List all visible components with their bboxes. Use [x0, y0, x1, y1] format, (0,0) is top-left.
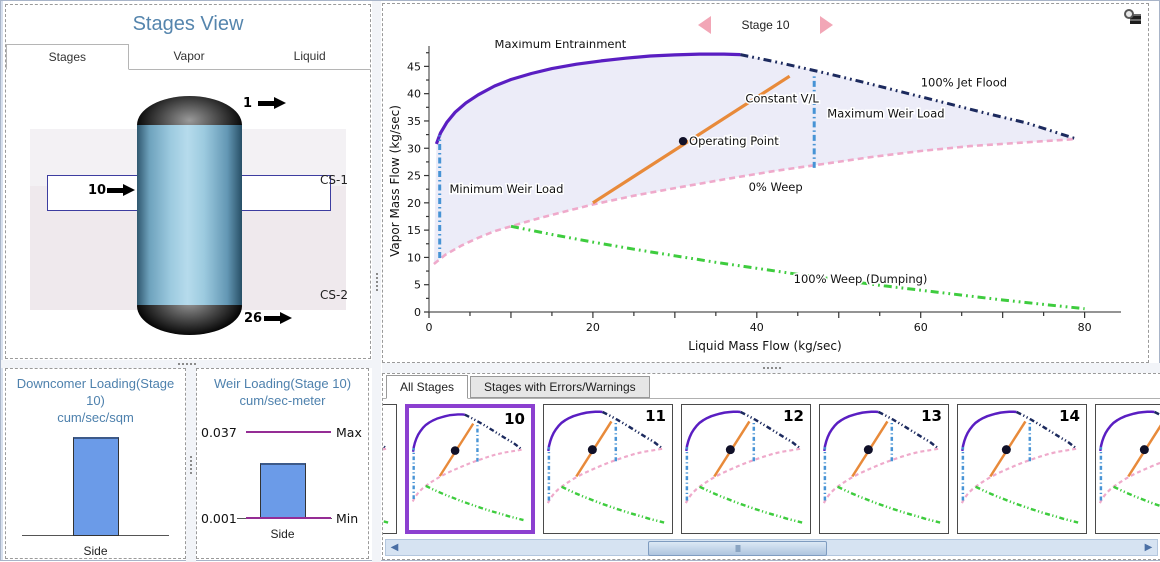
- stage-navigator: Stage 10: [383, 16, 1148, 34]
- section-label-cs2: CS-2: [320, 288, 348, 302]
- svg-text:40: 40: [750, 321, 764, 334]
- downcomer-bar: [72, 437, 119, 536]
- stage-thumbnail-plot: [822, 410, 941, 524]
- svg-text:30: 30: [407, 142, 421, 155]
- horizontal-splitter-left[interactable]: [1, 360, 372, 368]
- max-limit-line: [246, 430, 331, 434]
- stream-arrow-bottom-icon: [264, 312, 294, 325]
- svg-text:Maximum Weir Load: Maximum Weir Load: [827, 107, 944, 121]
- svg-text:40: 40: [407, 88, 421, 101]
- stage-thumbnail-strip: 10 11 12 13 14: [383, 399, 1160, 538]
- stages-view-title: Stages View: [132, 13, 244, 35]
- downcomer-chart: Side: [10, 428, 181, 560]
- stage-thumbnail-plot: [960, 410, 1079, 524]
- stage-thumbnail-partial[interactable]: [1095, 404, 1160, 534]
- stage-thumbnail-partial[interactable]: [383, 404, 397, 534]
- svg-text:0: 0: [426, 321, 433, 334]
- tab-liquid[interactable]: Liquid: [293, 49, 326, 63]
- svg-text:0% Weep: 0% Weep: [749, 180, 803, 194]
- downcomer-chart-title: Downcomer Loading(Stage 10) cum/sec/sqm: [16, 376, 175, 425]
- min-limit-label: Min: [336, 510, 359, 526]
- column-diagram: 1 10 26 CS-1 CS-2: [6, 83, 370, 356]
- stage-thumbnail-10[interactable]: 10: [405, 404, 535, 534]
- svg-text:Liquid Mass Flow (kg/sec): Liquid Mass Flow (kg/sec): [688, 339, 841, 353]
- svg-text:0: 0: [414, 306, 421, 319]
- thumbnail-scrollbar[interactable]: ◀ ▶: [385, 539, 1158, 556]
- stage-thumbnail-plot: [1098, 410, 1160, 508]
- vertical-splitter-main[interactable]: [372, 1, 381, 562]
- svg-text:20: 20: [407, 197, 421, 210]
- scrollbar-thumb[interactable]: [648, 541, 828, 556]
- previous-stage-icon[interactable]: [698, 16, 712, 34]
- stage-thumbnail-plot: [411, 413, 524, 522]
- stream-arrow-feed-icon: [107, 184, 137, 197]
- tab-vapor[interactable]: Vapor: [173, 49, 205, 63]
- weir-category-label: Side: [270, 527, 295, 541]
- tab-stages[interactable]: Stages: [6, 44, 129, 70]
- stage-thumbnail-14[interactable]: 14: [957, 404, 1087, 534]
- stages-view-panel: Stages View Stages Vapor Liquid 1 10 26 …: [5, 4, 371, 359]
- stage-navigator-label: Stage 10: [741, 18, 790, 32]
- svg-text:100% Jet Flood: 100% Jet Flood: [921, 76, 1007, 90]
- stage-thumbnail-11[interactable]: 11: [543, 404, 673, 534]
- tab-all-stages[interactable]: All Stages: [386, 375, 469, 399]
- vertical-splitter-bottom-left[interactable]: [186, 368, 196, 562]
- svg-text:100% Weep (Dumping): 100% Weep (Dumping): [794, 272, 928, 286]
- stage-thumbnail-number: 10: [504, 410, 525, 428]
- next-stage-icon[interactable]: [819, 16, 833, 34]
- stage-thumbnail-number: 11: [645, 407, 666, 425]
- stage-thumbnail-number: 13: [921, 407, 942, 425]
- max-limit-label: Max: [336, 424, 362, 440]
- all-stages-tabs: All Stages Stages with Errors/Warnings: [383, 374, 1160, 399]
- svg-text:60: 60: [914, 321, 928, 334]
- svg-text:15: 15: [407, 224, 421, 237]
- all-stages-panel: All Stages Stages with Errors/Warnings 1…: [382, 373, 1160, 560]
- svg-text:Minimum Weir Load: Minimum Weir Load: [449, 182, 563, 196]
- hydraulic-plot-panel: Stage 10 0 20 40 60 80 0 5 10 15 20 25 30 35 40 45 Liqu…: [382, 3, 1149, 363]
- stream-label-top: 1: [243, 96, 253, 111]
- scroll-right-icon[interactable]: ▶: [1144, 542, 1153, 553]
- stage-thumbnail-plot: [546, 410, 665, 524]
- preview-magnifier-icon[interactable]: [1124, 9, 1141, 24]
- stream-arrow-top-icon: [258, 97, 288, 110]
- stage-thumbnail-13[interactable]: 13: [819, 404, 949, 534]
- svg-text:80: 80: [1078, 321, 1092, 334]
- svg-text:Vapor Mass Flow (kg/sec): Vapor Mass Flow (kg/sec): [388, 105, 402, 257]
- stream-label-bottom: 26: [244, 311, 263, 326]
- max-limit-value: 0.037: [201, 424, 237, 440]
- stage-thumbnail-plot: [684, 410, 803, 524]
- tab-stages-errors-warnings[interactable]: Stages with Errors/Warnings: [470, 376, 650, 398]
- horizontal-splitter-right[interactable]: [382, 363, 1160, 373]
- weir-bar: [259, 463, 306, 519]
- svg-text:45: 45: [407, 60, 421, 73]
- stage-thumbnail-number: 14: [1059, 407, 1080, 425]
- scroll-left-icon[interactable]: ◀: [390, 542, 399, 553]
- min-limit-row: 0.001 Min: [201, 510, 364, 526]
- stage-thumbnail-number: 12: [783, 407, 804, 425]
- stream-label-feed: 10: [88, 183, 107, 198]
- column-shell: [137, 125, 242, 305]
- svg-text:Maximum Entrainment: Maximum Entrainment: [495, 40, 627, 51]
- stage-thumbnail-plot: [383, 444, 389, 524]
- svg-text:Operating Point: Operating Point: [689, 134, 779, 148]
- svg-text:5: 5: [414, 279, 421, 292]
- section-label-cs1: CS-1: [320, 173, 348, 187]
- min-limit-value: 0.001: [201, 510, 237, 526]
- downcomer-category-label: Side: [83, 544, 108, 558]
- stage-thumbnail-12[interactable]: 12: [681, 404, 811, 534]
- downcomer-loading-panel: Downcomer Loading(Stage 10) cum/sec/sqm …: [5, 368, 186, 559]
- svg-text:35: 35: [407, 115, 421, 128]
- svg-text:20: 20: [586, 321, 600, 334]
- svg-text:Constant V/L: Constant V/L: [745, 91, 819, 105]
- svg-text:10: 10: [407, 251, 421, 264]
- weir-chart: 0.037 Max 0.001 Min Side: [201, 411, 364, 543]
- min-limit-line: [246, 516, 331, 520]
- weir-chart-title: Weir Loading(Stage 10) cum/sec-meter: [213, 376, 352, 408]
- max-limit-row: 0.037 Max: [201, 424, 364, 440]
- hydraulic-plot: 0 20 40 60 80 0 5 10 15 20 25 30 35 40 45 Liquid Mass F…: [388, 40, 1121, 353]
- stages-view-tabs: Stages Vapor Liquid: [6, 44, 370, 70]
- svg-text:25: 25: [407, 170, 421, 183]
- weir-loading-panel: Weir Loading(Stage 10) cum/sec-meter 0.0…: [196, 368, 369, 559]
